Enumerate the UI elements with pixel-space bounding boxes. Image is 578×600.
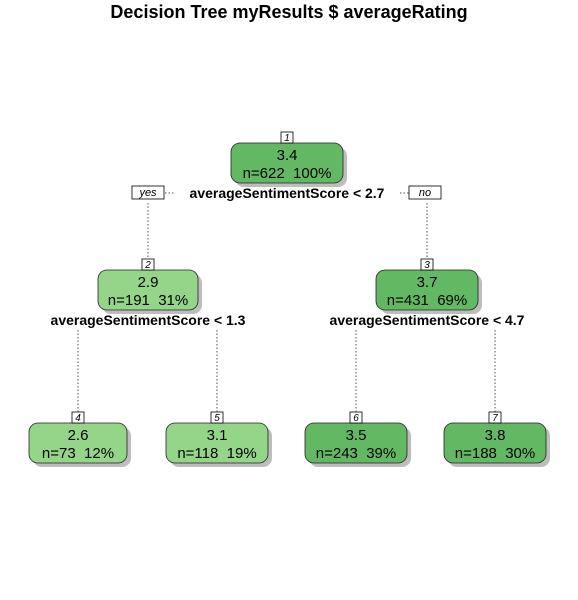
node-number-box xyxy=(349,411,363,424)
node-number: 7 xyxy=(492,413,498,424)
node-number-box xyxy=(420,258,434,271)
node-number-box xyxy=(141,258,155,271)
node-value: 2.9 xyxy=(138,274,159,291)
node-stats: n=622 100% xyxy=(243,165,332,182)
tree-node-4: 4 2.6n=73 12% xyxy=(28,411,131,467)
node-number: 2 xyxy=(144,260,151,271)
branch-no-label-text: no xyxy=(419,187,431,199)
node-number-box xyxy=(488,411,502,424)
node-number: 3 xyxy=(424,260,430,271)
tree-node-1: 1 3.4n=622 100% averageSentimentScore < 2.… xyxy=(190,131,385,201)
node-value: 3.4 xyxy=(277,147,298,164)
node-split-rule: averageSentimentScore < 1.3 xyxy=(51,312,246,328)
tree-node-2: 2 2.9n=191 31% averageSentimentScore < 1.3 xyxy=(51,258,246,328)
node-value: 3.5 xyxy=(346,427,367,444)
node-stats: n=191 31% xyxy=(108,292,189,309)
node-number: 4 xyxy=(75,413,81,424)
tree-node-3: 3 3.7n=431 69% averageSentimentScore < 4.7 xyxy=(330,258,525,328)
node-number-box xyxy=(71,411,85,424)
node-stats: n=188 30% xyxy=(455,445,536,462)
branch-no-label-box xyxy=(408,185,442,200)
node-value: 2.6 xyxy=(68,427,89,444)
node-value: 3.1 xyxy=(207,427,228,444)
node-stats: n=243 39% xyxy=(316,445,397,462)
node-number-box xyxy=(210,411,224,424)
node-split-rule: averageSentimentScore < 4.7 xyxy=(330,312,525,328)
branch-yes-label: yes xyxy=(131,185,165,200)
branch-no-label: no xyxy=(408,185,442,200)
node-value: 3.7 xyxy=(417,274,438,291)
node-number: 6 xyxy=(353,413,359,424)
diagram-title: Decision Tree myResults $ averageRating xyxy=(110,2,468,22)
node-split-rule: averageSentimentScore < 2.7 xyxy=(190,185,385,201)
node-value: 3.8 xyxy=(485,427,506,444)
node-number-box xyxy=(280,131,294,144)
tree-node-7: 7 3.8n=188 30% xyxy=(443,411,550,467)
node-stats: n=118 19% xyxy=(177,445,256,462)
tree-node-6: 6 3.5n=243 39% xyxy=(304,411,411,467)
node-stats: n=73 12% xyxy=(42,445,114,462)
node-number: 1 xyxy=(284,133,290,144)
branch-yes-label-box xyxy=(131,185,165,200)
branch-yes-label-text: yes xyxy=(138,187,157,199)
tree-node-5: 5 3.1n=118 19% xyxy=(165,411,272,467)
node-number: 5 xyxy=(214,413,220,424)
node-stats: n=431 69% xyxy=(387,292,468,309)
